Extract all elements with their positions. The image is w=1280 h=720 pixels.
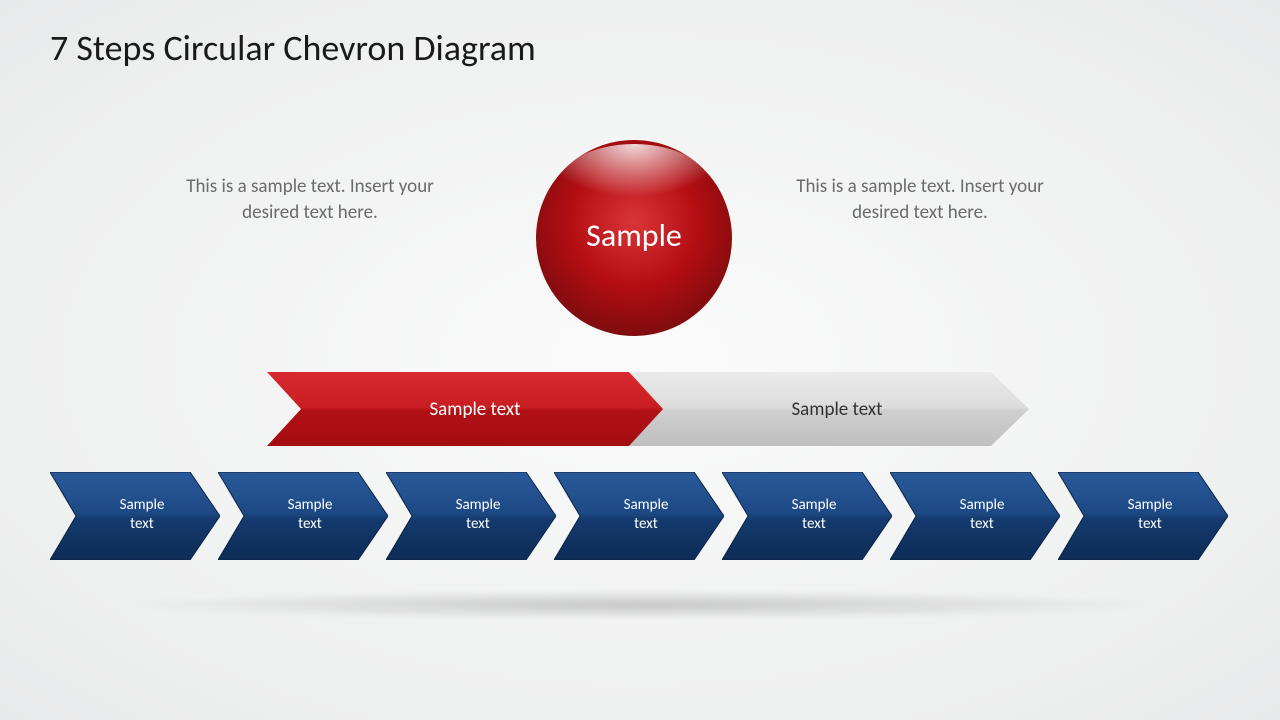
bottom-chevron-6: Sampletext <box>890 472 1060 560</box>
floor-shadow <box>120 590 1160 620</box>
slide-title: 7 Steps Circular Chevron Diagram <box>50 26 536 70</box>
description-left: This is a sample text. Insert your desir… <box>160 174 460 225</box>
bottom-chevron-3: Sampletext <box>386 472 556 560</box>
bottom-chevron-4-label: Sampletext <box>572 496 720 534</box>
bottom-chevron-4: Sampletext <box>554 472 724 560</box>
bottom-chevron-1-label: Sampletext <box>68 496 216 534</box>
bottom-chevron-6-label: Sampletext <box>908 496 1056 534</box>
bottom-chevron-7: Sampletext <box>1058 472 1228 560</box>
bottom-chevron-7-label: Sampletext <box>1076 496 1224 534</box>
bottom-chevron-3-label: Sampletext <box>404 496 552 534</box>
sphere-label: Sample <box>534 216 734 255</box>
bottom-chevron-5: Sampletext <box>722 472 892 560</box>
mid-chevron-2: Sample text <box>629 372 1029 446</box>
center-sphere: Sample <box>534 138 734 338</box>
mid-chevron-1: Sample text <box>267 372 667 446</box>
description-right: This is a sample text. Insert your desir… <box>770 174 1070 225</box>
bottom-chevron-2: Sampletext <box>218 472 388 560</box>
bottom-chevron-row: Sampletext Sampletext Sampletext Samplet… <box>50 472 1230 560</box>
bottom-chevron-2-label: Sampletext <box>236 496 384 534</box>
mid-chevron-row: Sample text Sample text <box>267 372 1013 446</box>
bottom-chevron-1: Sampletext <box>50 472 220 560</box>
mid-chevron-1-label: Sample text <box>275 398 675 421</box>
mid-chevron-2-label: Sample text <box>637 398 1037 421</box>
bottom-chevron-5-label: Sampletext <box>740 496 888 534</box>
